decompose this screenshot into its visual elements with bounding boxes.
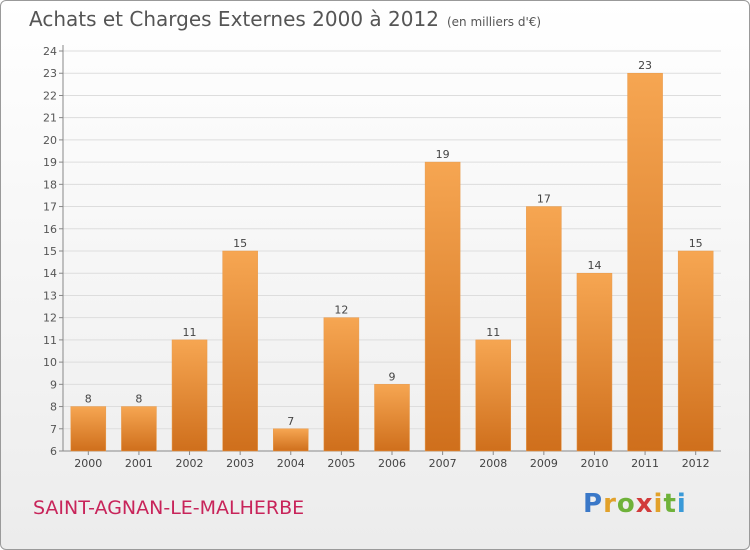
bar-2002 <box>171 339 208 452</box>
x-tick-label: 2009 <box>530 457 558 470</box>
y-tick-label: 20 <box>43 134 57 147</box>
y-tick-label: 6 <box>50 445 57 458</box>
place-name: SAINT-AGNAN-LE-MALHERBE <box>33 497 305 519</box>
x-tick-label: 2005 <box>327 457 355 470</box>
y-tick-label: 7 <box>50 423 57 436</box>
x-tick-label: 2000 <box>74 457 102 470</box>
bar-value-label: 8 <box>135 393 142 406</box>
y-tick-label: 17 <box>43 201 57 214</box>
y-tick-label: 24 <box>43 45 57 58</box>
x-tick-label: 2004 <box>277 457 305 470</box>
bar-2007 <box>424 161 461 452</box>
bar-value-label: 14 <box>587 259 601 272</box>
logo-letter: i <box>676 489 687 519</box>
x-tick-label: 2007 <box>429 457 457 470</box>
bar-value-label: 12 <box>334 304 348 317</box>
y-tick-label: 22 <box>43 89 57 102</box>
logo-letter: i <box>653 489 664 519</box>
y-tick-label: 14 <box>43 267 57 280</box>
x-tick-label: 2008 <box>479 457 507 470</box>
bar-value-label: 17 <box>537 193 551 206</box>
logo-letter: r <box>603 489 617 519</box>
labels: 6 7 8 9 10 11 12 13 14 15 16 17 18 19 20 21 22 23 24 8 2000 8… <box>43 45 710 470</box>
bar-2004 <box>273 428 309 452</box>
bar-value-label: 15 <box>233 237 247 250</box>
x-tick-label: 2011 <box>631 457 659 470</box>
bar-2005 <box>323 317 360 452</box>
bar-2008 <box>475 339 511 452</box>
bar-value-label: 9 <box>389 370 396 383</box>
bar-value-label: 8 <box>85 393 92 406</box>
y-tick-label: 23 <box>43 67 57 80</box>
x-tick-label: 2010 <box>580 457 608 470</box>
x-tick-label: 2002 <box>176 457 204 470</box>
y-tick-label: 10 <box>43 356 57 369</box>
logo-letter: P <box>583 489 604 519</box>
y-tick-label: 18 <box>43 178 57 191</box>
x-tick-label: 2003 <box>226 457 254 470</box>
y-tick-label: 9 <box>50 378 57 391</box>
y-tick-label: 12 <box>43 312 57 325</box>
bar-2000 <box>70 406 107 452</box>
logo-letter: t <box>663 489 677 519</box>
x-tick-label: 2001 <box>125 457 153 470</box>
bar-value-label: 15 <box>689 237 703 250</box>
bar-2011 <box>627 72 663 452</box>
y-tick-label: 13 <box>43 289 57 302</box>
chart-subtitle: (en milliers d'€) <box>446 15 542 29</box>
bar-2009 <box>526 206 562 452</box>
chart-title: Achats et Charges Externes 2000 à 2012 (e… <box>29 7 541 31</box>
y-tick-label: 11 <box>43 334 57 347</box>
proxiti-logo: Proxiti <box>583 489 687 519</box>
logo-letter: o <box>616 489 636 519</box>
x-tick-label: 2012 <box>682 457 710 470</box>
bar-value-label: 7 <box>287 415 294 428</box>
y-tick-label: 19 <box>43 156 57 169</box>
bar-2003 <box>222 250 258 452</box>
chart-title-text: Achats et Charges Externes 2000 à 2012 <box>29 7 439 31</box>
y-tick-label: 16 <box>43 223 57 236</box>
bar-value-label: 19 <box>436 148 450 161</box>
bar-2010 <box>576 272 613 452</box>
bar-value-label: 11 <box>486 326 500 339</box>
bar-value-label: 23 <box>638 59 652 72</box>
bar-value-label: 11 <box>183 326 197 339</box>
bars <box>70 72 714 452</box>
bar-2001 <box>121 406 157 452</box>
y-tick-label: 15 <box>43 245 57 258</box>
y-tick-label: 8 <box>50 401 57 414</box>
bar-2012 <box>677 250 714 452</box>
x-tick-label: 2006 <box>378 457 406 470</box>
logo-letter: x <box>635 489 654 519</box>
bar-2006 <box>374 384 410 452</box>
y-tick-label: 21 <box>43 112 57 125</box>
